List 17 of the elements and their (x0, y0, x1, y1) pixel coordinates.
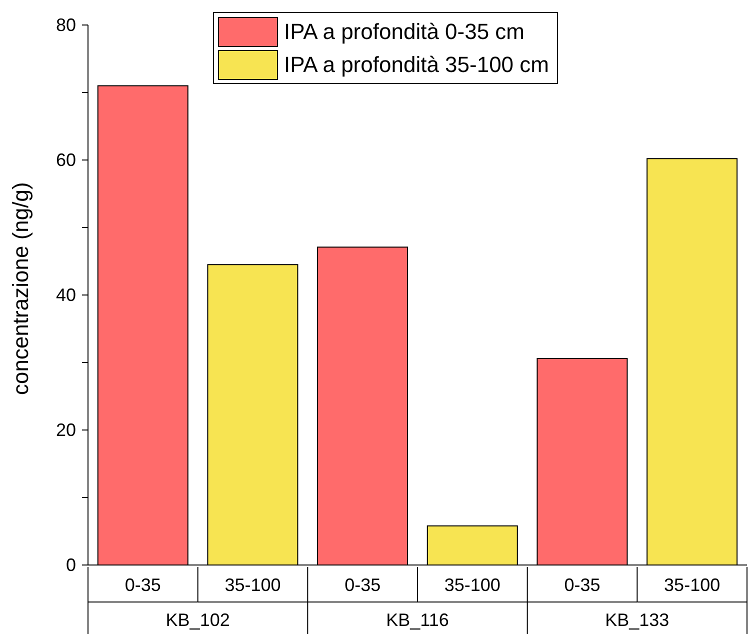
y-tick-label: 40 (56, 285, 76, 305)
y-tick-label: 60 (56, 150, 76, 170)
y-tick-label: 80 (56, 15, 76, 35)
x-tick-label: 35-100 (444, 575, 500, 595)
x-tick-label: 0-35 (344, 575, 381, 595)
x-tick-label: 35-100 (664, 575, 720, 595)
text: KB_102 (166, 610, 230, 630)
text: KB_116 (386, 610, 449, 630)
y-axis-title: concentrazione (ng/g) (8, 182, 33, 395)
legend-label: IPA a profondità 0-35 cm (284, 18, 525, 44)
y-tick-label: 0 (66, 555, 76, 575)
x-tick-label: 35-100 (224, 575, 281, 595)
text: KB_133 (605, 610, 670, 630)
legend-label: IPA a profondità 35-100 cm (284, 52, 549, 78)
y-tick-label: 20 (56, 420, 76, 440)
x-tick-label: 0-35 (564, 575, 600, 595)
x-tick-label: 0-35 (124, 575, 161, 595)
